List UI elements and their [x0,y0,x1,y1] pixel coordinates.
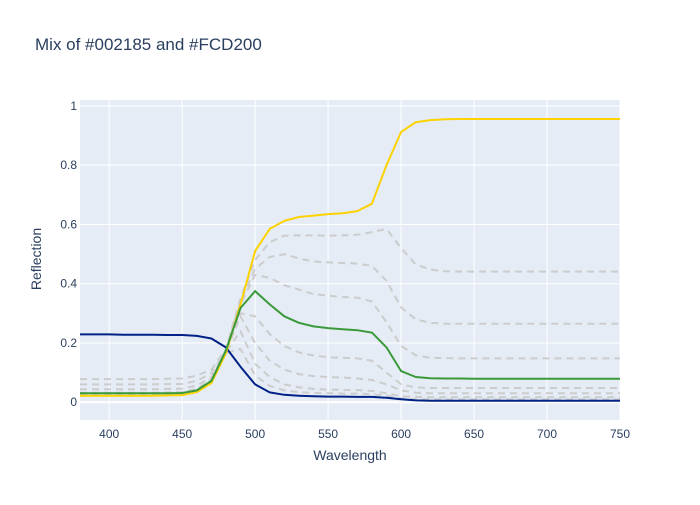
x-axis-ticks: 400 450 500 550 600 650 700 750 [99,427,630,441]
mix-line-dashed [80,273,620,391]
chart-title: Mix of #002185 and #FCD200 [35,35,262,54]
plot-area [80,100,620,420]
y-axis-ticks: 0 0.2 0.4 0.6 0.8 1 [60,99,77,409]
y-tick-label: 0.4 [60,277,77,291]
x-tick-label: 750 [610,427,630,441]
y-tick-label: 0.6 [60,217,77,231]
endpoint-line [80,118,620,397]
x-axis-label: Wavelength [313,447,386,463]
y-tick-label: 0.8 [60,158,77,172]
x-tick-label: 600 [391,427,411,441]
x-tick-label: 700 [537,427,557,441]
x-tick-label: 500 [245,427,265,441]
mix-line-dashed [80,227,620,381]
gridlines [80,100,621,420]
y-tick-label: 0 [70,395,77,409]
x-tick-label: 650 [464,427,484,441]
y-tick-label: 1 [70,99,77,113]
x-tick-label: 400 [99,427,119,441]
x-tick-label: 550 [318,427,338,441]
y-tick-label: 0.2 [60,336,77,350]
x-tick-label: 450 [172,427,192,441]
endpoint-line [80,333,620,402]
y-axis-label: Reflection [28,228,44,290]
mix-line-dashed [80,253,620,386]
mix-line [80,290,620,395]
series-lines [80,118,620,402]
